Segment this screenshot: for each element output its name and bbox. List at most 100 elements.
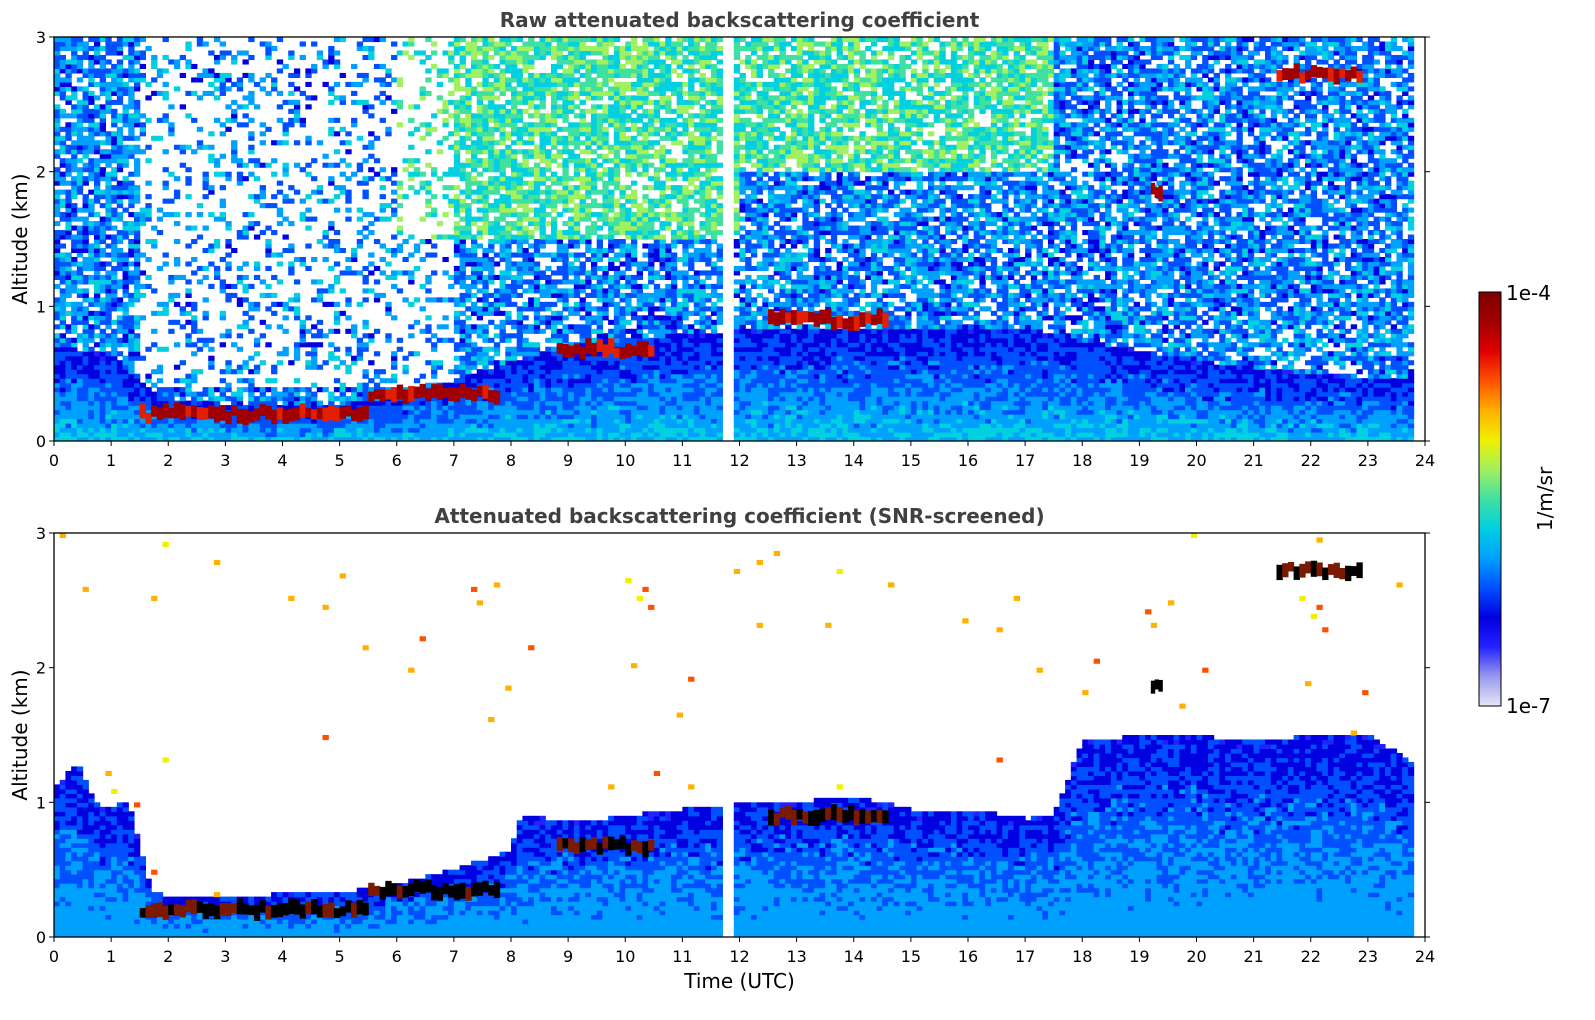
heatmap-cell xyxy=(465,181,471,186)
heatmap-cell xyxy=(454,167,460,172)
heatmap-cell xyxy=(305,315,311,320)
heatmap-cell xyxy=(65,365,71,370)
heatmap-cell xyxy=(151,401,157,406)
heatmap-cell xyxy=(522,405,528,410)
heatmap-cell xyxy=(460,109,466,114)
heatmap-cell xyxy=(471,324,477,329)
heatmap-cell xyxy=(54,405,60,410)
heatmap-cell xyxy=(111,145,117,150)
heatmap-cell xyxy=(454,329,460,334)
heatmap-cell xyxy=(185,64,191,69)
heatmap-cell xyxy=(123,432,129,437)
heatmap-cell xyxy=(540,396,546,401)
heatmap-cell xyxy=(71,392,77,397)
heatmap-cell xyxy=(608,320,614,325)
heatmap-cell xyxy=(134,163,140,168)
heatmap-cell xyxy=(283,347,289,352)
heatmap-cell xyxy=(442,122,448,127)
heatmap-cell xyxy=(105,356,111,361)
heatmap-cell xyxy=(128,190,134,195)
heatmap-cell xyxy=(442,423,448,428)
heatmap-cell xyxy=(545,199,551,204)
heatmap-cell xyxy=(460,55,466,60)
heatmap-cell xyxy=(528,181,534,186)
heatmap-cell xyxy=(294,306,300,311)
heatmap-cell xyxy=(334,302,340,307)
heatmap-cell xyxy=(442,100,448,105)
heatmap-cell xyxy=(283,167,289,172)
heatmap-cell xyxy=(460,248,466,253)
heatmap-cell xyxy=(494,306,500,311)
heatmap-cell xyxy=(362,235,368,240)
heatmap-cell xyxy=(482,423,488,428)
heatmap-cell xyxy=(534,77,540,82)
heatmap-cell xyxy=(214,217,220,222)
heatmap-cell xyxy=(602,387,608,392)
heatmap-cell xyxy=(83,41,89,46)
heatmap-cell xyxy=(123,423,129,428)
heatmap-cell xyxy=(505,243,511,248)
heatmap-cell xyxy=(397,104,403,109)
heatmap-cell xyxy=(128,347,134,352)
heatmap-cell xyxy=(454,230,460,235)
heatmap-cell xyxy=(585,203,591,208)
heatmap-cell xyxy=(505,333,511,338)
heatmap-cell xyxy=(522,329,528,334)
heatmap-cell xyxy=(283,172,289,177)
heatmap-cell xyxy=(145,378,151,383)
heatmap-cell xyxy=(574,194,580,199)
heatmap-cell xyxy=(322,423,328,428)
heatmap-cell xyxy=(494,383,500,388)
heatmap-cell xyxy=(134,73,140,78)
heatmap-cell xyxy=(602,77,608,82)
heatmap-cell xyxy=(145,239,151,244)
heatmap-cell xyxy=(500,324,506,329)
heatmap-cell xyxy=(562,145,568,150)
heatmap-cell xyxy=(340,190,346,195)
heatmap-cell xyxy=(94,59,100,64)
heatmap-cell xyxy=(380,432,386,437)
heatmap-cell xyxy=(551,410,557,415)
heatmap-cell xyxy=(540,378,546,383)
heatmap-cell xyxy=(123,226,129,231)
heatmap-cell xyxy=(254,369,260,374)
heatmap-cell xyxy=(317,387,323,392)
heatmap-cell xyxy=(534,199,540,204)
heatmap-cell xyxy=(111,383,117,388)
heatmap-cell xyxy=(237,230,243,235)
heatmap-cell xyxy=(465,212,471,217)
heatmap-cell xyxy=(248,37,254,42)
heatmap-cell xyxy=(128,100,134,105)
heatmap-cell xyxy=(465,158,471,163)
heatmap-cell xyxy=(220,55,226,60)
heatmap-cell xyxy=(294,315,300,320)
heatmap-cell xyxy=(437,365,443,370)
heatmap-cell xyxy=(117,190,123,195)
heatmap-cell xyxy=(591,293,597,298)
heatmap-cell xyxy=(591,226,597,231)
heatmap-cell xyxy=(83,226,89,231)
heatmap-cell xyxy=(597,248,603,253)
heatmap-cell xyxy=(500,392,506,397)
heatmap-cell xyxy=(105,405,111,410)
heatmap-cell xyxy=(505,360,511,365)
heatmap-cell xyxy=(460,73,466,78)
heatmap-cell xyxy=(208,338,214,343)
heatmap-cell xyxy=(397,181,403,186)
heatmap-cell xyxy=(500,333,506,338)
heatmap-cell xyxy=(140,428,146,433)
heatmap-cell xyxy=(140,392,146,397)
heatmap-cell xyxy=(534,91,540,96)
heatmap-cell xyxy=(597,154,603,159)
heatmap-cell xyxy=(283,163,289,168)
heatmap-cell xyxy=(225,396,231,401)
heatmap-cell xyxy=(540,77,546,82)
heatmap-cell xyxy=(163,428,169,433)
heatmap-cell xyxy=(545,239,551,244)
heatmap-cell xyxy=(500,149,506,154)
heatmap-cell xyxy=(568,104,574,109)
heatmap-cell xyxy=(534,315,540,320)
heatmap-cell xyxy=(83,356,89,361)
heatmap-cell xyxy=(134,136,140,141)
heatmap-cell xyxy=(231,293,237,298)
